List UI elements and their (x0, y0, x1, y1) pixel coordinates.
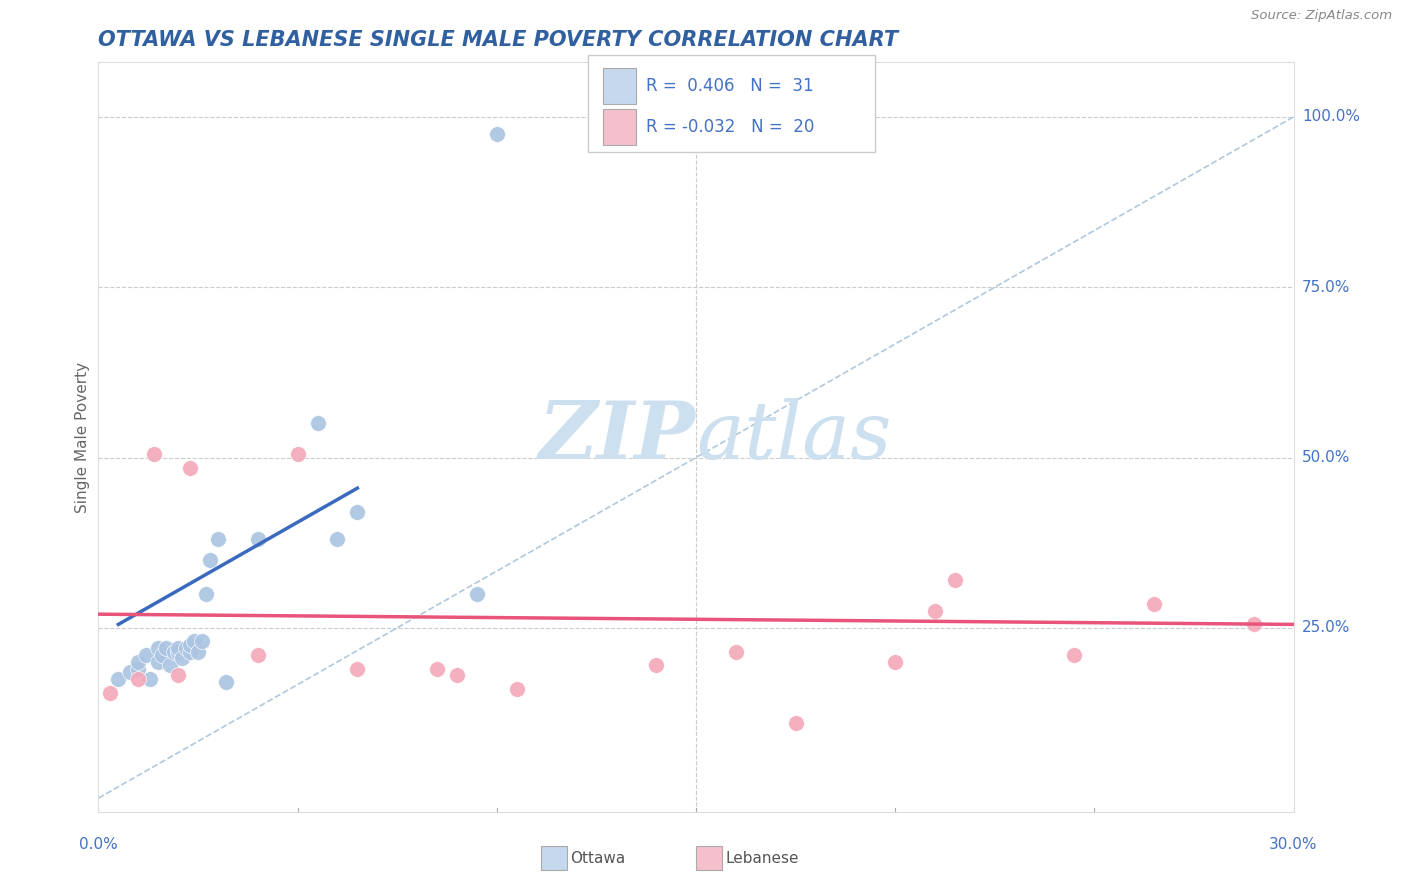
Point (159, 658, 181, 673)
Point (207, 533, 229, 547)
FancyBboxPatch shape (696, 847, 723, 871)
Point (307, 417, 329, 431)
Text: Ottawa: Ottawa (571, 851, 626, 865)
Text: OTTAWA VS LEBANESE SINGLE MALE POVERTY CORRELATION CHART: OTTAWA VS LEBANESE SINGLE MALE POVERTY C… (98, 29, 898, 50)
Point (287, 447, 309, 461)
Text: Lebanese: Lebanese (725, 851, 800, 865)
Point (346, 662, 368, 676)
Text: 100.0%: 100.0% (1302, 110, 1360, 124)
Text: 50.0%: 50.0% (1302, 450, 1350, 465)
Point (724, 645, 747, 659)
Point (195, 587, 218, 601)
Point (148, 641, 170, 656)
FancyBboxPatch shape (541, 847, 567, 871)
Point (1063, 648, 1085, 662)
FancyBboxPatch shape (589, 55, 875, 153)
Point (246, 533, 269, 547)
Point (148, 655, 170, 669)
Point (127, 655, 149, 669)
Point (179, 645, 201, 659)
Point (183, 634, 205, 648)
Point (446, 668, 468, 682)
Point (785, 716, 807, 731)
Point (163, 645, 186, 659)
Point (326, 533, 349, 547)
Point (135, 648, 157, 662)
Text: Source: ZipAtlas.com: Source: ZipAtlas.com (1251, 9, 1392, 22)
Text: R =  0.406   N =  31: R = 0.406 N = 31 (645, 77, 814, 95)
Point (155, 641, 177, 656)
Text: 25.0%: 25.0% (1302, 620, 1350, 635)
FancyBboxPatch shape (603, 68, 637, 103)
Point (150, 648, 173, 662)
Point (198, 552, 221, 566)
Point (465, 587, 488, 601)
Point (167, 641, 190, 656)
Point (506, 682, 529, 697)
Point (215, 675, 238, 690)
Text: 75.0%: 75.0% (1302, 280, 1350, 294)
Point (943, 573, 966, 587)
Text: 0.0%: 0.0% (79, 837, 118, 852)
Point (191, 634, 214, 648)
Point (174, 641, 197, 656)
Point (426, 662, 449, 676)
Text: ZIP: ZIP (538, 399, 696, 475)
Point (179, 460, 201, 475)
Point (187, 645, 209, 659)
Text: atlas: atlas (696, 399, 891, 475)
Point (107, 672, 129, 686)
Point (884, 655, 907, 669)
Point (1143, 597, 1166, 611)
FancyBboxPatch shape (603, 109, 637, 145)
Point (485, 127, 508, 141)
Point (98, 685, 122, 699)
Point (246, 648, 269, 662)
Point (167, 668, 190, 682)
Point (346, 505, 368, 519)
Point (127, 672, 149, 686)
Text: R = -0.032   N =  20: R = -0.032 N = 20 (645, 118, 814, 136)
Point (645, 658, 668, 673)
Point (143, 447, 166, 461)
Point (179, 638, 201, 652)
Point (167, 645, 190, 659)
Point (139, 672, 162, 686)
Point (1243, 617, 1265, 632)
Text: 30.0%: 30.0% (1270, 837, 1317, 852)
Point (120, 665, 142, 679)
Y-axis label: Single Male Poverty: Single Male Poverty (75, 361, 90, 513)
Point (924, 604, 946, 618)
Point (127, 662, 149, 676)
Point (172, 651, 194, 665)
